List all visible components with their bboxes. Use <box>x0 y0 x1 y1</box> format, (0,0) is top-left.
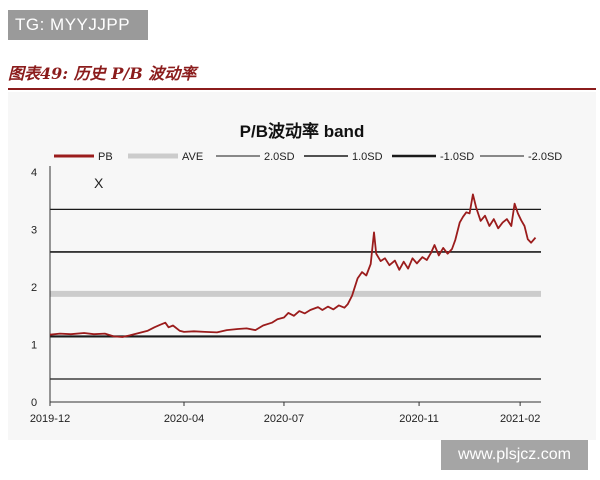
legend-label-ave: AVE <box>182 151 203 163</box>
x-tick-label: 2020-04 <box>164 413 204 425</box>
x-marker-annotation: X <box>94 175 104 191</box>
legend-label-2-0sd: -2.0SD <box>528 151 562 163</box>
y-tick-label: 1 <box>31 340 37 352</box>
legend-label-pb: PB <box>98 151 113 163</box>
x-tick-label: 2020-11 <box>399 413 439 425</box>
pb-series <box>49 193 537 338</box>
y-tick-label: 2 <box>31 282 37 294</box>
x-tick-label: 2019-12 <box>30 413 70 425</box>
chart-axes: 0 1 2 3 4 2019-12 2020-04 2020-07 2020-11 2021-02 <box>30 166 541 425</box>
x-tick-label: 2020-07 <box>264 413 304 425</box>
y-tick-label: 3 <box>31 225 37 237</box>
y-tick-label: 0 <box>31 397 37 409</box>
legend-label-2-0sd: 2.0SD <box>264 151 295 163</box>
chart-legend: PB AVE 2.0SD 1.0SD -1.0SD -2.0SD <box>54 151 562 163</box>
pb-band-chart: P/B波动率 band PB AVE 2.0SD 1.0SD -1.0SD -2.0SD … <box>30 121 562 425</box>
y-tick-label: 4 <box>31 167 37 179</box>
figure-title: 图表49: 历史 P/B 波动率 <box>8 64 197 83</box>
pb-line <box>49 193 537 338</box>
title-rule <box>8 88 596 90</box>
chart-title: P/B波动率 band <box>240 121 365 141</box>
chart-panel: P/B波动率 band PB AVE 2.0SD 1.0SD -1.0SD -2.0SD … <box>8 92 596 440</box>
legend-label-1-0sd: 1.0SD <box>352 151 383 163</box>
x-tick-label: 2021-02 <box>500 413 540 425</box>
tg-badge: TG: MYYJJPP <box>8 10 148 40</box>
legend-label-1-0sd: -1.0SD <box>440 151 474 163</box>
sd-bands <box>50 208 541 380</box>
watermark: www.plsjcz.com <box>441 440 588 470</box>
